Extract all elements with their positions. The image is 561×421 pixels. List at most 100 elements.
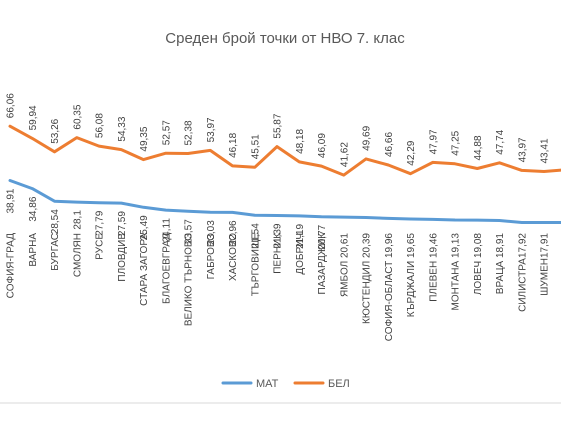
x-tick-label-19: ПЛЕВЕН 19,46 [428,233,439,302]
data-point-s1-18 [409,172,412,175]
data-point-s1-23 [520,169,523,172]
data-point-s1-14 [320,165,323,168]
data-point-s0-19 [431,218,434,221]
data-label-mat-0: 38,91 [6,188,17,213]
data-point-s0-20 [454,219,457,222]
data-point-s0-11 [253,214,256,217]
x-tick-label-4: РУСЕ [95,233,106,260]
x-tick-label-21: ЛОВЕЧ 19,08 [473,233,484,296]
data-point-s1-2 [53,150,56,153]
x-tick-label-10: ХАСКОВО [228,233,239,281]
data-point-s1-9 [209,149,212,152]
data-label-bel-12: 55,87 [273,113,284,138]
data-label-mat-2: 28,54 [50,209,61,234]
series-line-1 [8,124,561,177]
data-label-mat-14: 20,77 [317,224,328,249]
x-tick-label-5: ПЛОВДИВ [117,233,128,282]
data-point-s0-3 [75,201,78,204]
data-point-s0-14 [320,215,323,218]
legend: МАТ БЕЛ [221,378,350,390]
x-tick-label-22: ВРАЦА 18,91 [495,233,506,295]
data-point-s1-22 [498,161,501,164]
x-tick-label-8: ВЕЛИКО ТЪРНОВО [184,233,195,326]
data-point-s1-15 [342,174,345,177]
data-point-s1-17 [387,164,390,167]
data-point-s0-5 [120,202,123,205]
data-point-s0-6 [142,206,145,209]
data-point-s1-13 [298,160,301,163]
data-label-bel-7: 52,57 [161,120,172,145]
x-tick-label-12: ПЕРНИК [273,233,284,274]
data-point-s0-4 [98,201,101,204]
data-point-s1-21 [476,167,479,170]
data-label-bel-0: 66,06 [6,93,17,118]
data-label-bel-16: 49,69 [362,125,373,150]
data-point-s0-12 [276,214,279,217]
series-line-0 [8,179,561,224]
x-tick-label-20: МОНТАНА 19,13 [451,233,462,311]
data-label-mat-6: 25,49 [139,215,150,240]
data-label-bel-14: 46,09 [317,133,328,158]
data-point-s1-3 [75,136,78,139]
data-label-mat-4: 27,79 [95,210,106,235]
data-label-bel-10: 46,18 [228,132,239,157]
x-tick-label-23: СИЛИСТРА17,92 [517,233,528,312]
x-tick-label-7: БЛАГОЕВГРАД [161,233,172,304]
data-point-s1-0 [9,125,12,128]
x-tick-label-1: ВАРНА [28,233,39,267]
data-label-mat-1: 34,86 [28,196,39,221]
x-tick-label-18: КЪРДЖАЛИ 19,65 [406,233,417,318]
data-label-bel-18: 42,29 [406,140,417,165]
data-label-bel-9: 53,97 [206,117,217,142]
data-point-s1-7 [164,152,167,155]
data-point-s0-18 [409,218,412,221]
data-label-mat-11: 21,54 [250,223,261,248]
x-tick-label-2: БУРГАС [50,233,61,271]
data-point-s1-16 [365,157,368,160]
data-point-s0-7 [164,209,167,212]
data-point-s0-24 [543,221,546,224]
data-label-bel-1: 59,94 [28,105,39,130]
data-label-bel-13: 48,18 [295,128,306,153]
data-point-s1-24 [543,170,546,173]
data-point-s1-11 [253,166,256,169]
data-point-s0-1 [31,187,34,190]
x-tick-label-6: СТАРА ЗАГОРА [139,233,150,306]
x-tick-label-11: ТЪРГОВИЩЕ [250,233,261,297]
data-point-s0-17 [387,217,390,220]
data-label-bel-23: 43,97 [517,137,528,162]
x-tick-label-0: СОФИЯ-ГРАД [6,233,17,299]
legend-label-0: МАТ [256,378,279,390]
x-tick-label-16: КЮСТЕНДИЛ 20,39 [362,233,373,324]
data-label-mat-5: 27,59 [117,211,128,236]
x-tick-label-3: СМОЛЯН [72,233,83,277]
data-point-s0-0 [9,179,12,182]
data-label-bel-22: 47,74 [495,129,506,154]
data-label-bel-4: 56,08 [95,113,106,138]
data-label-bel-20: 47,25 [451,130,462,155]
data-label-bel-5: 54,33 [117,116,128,141]
data-label-bel-6: 49,35 [139,126,150,151]
data-label-bel-24: 43,41 [540,138,551,163]
data-label-mat-13: 21,19 [295,223,306,248]
data-label-mat-8: 23,57 [184,219,195,244]
data-point-s1-10 [231,164,234,167]
x-tick-label-15: ЯМБОЛ 20,61 [339,233,350,297]
data-point-s0-23 [520,221,523,224]
x-tick-label-14: ПАЗАРДЖИК [317,233,328,295]
data-point-s0-2 [53,200,56,203]
legend-label-1: БЕЛ [328,378,350,390]
data-label-mat-3: 28,1 [72,210,83,230]
data-label-bel-19: 47,97 [428,129,439,154]
data-label-bel-2: 53,26 [50,118,61,143]
data-label-mat-7: 24,11 [161,218,172,243]
data-point-s1-5 [120,148,123,151]
data-point-s1-1 [31,137,34,140]
data-point-s1-4 [98,145,101,148]
data-point-s0-21 [476,219,479,222]
data-label-bel-3: 60,35 [72,104,83,129]
data-label-bel-11: 45,51 [250,134,261,159]
